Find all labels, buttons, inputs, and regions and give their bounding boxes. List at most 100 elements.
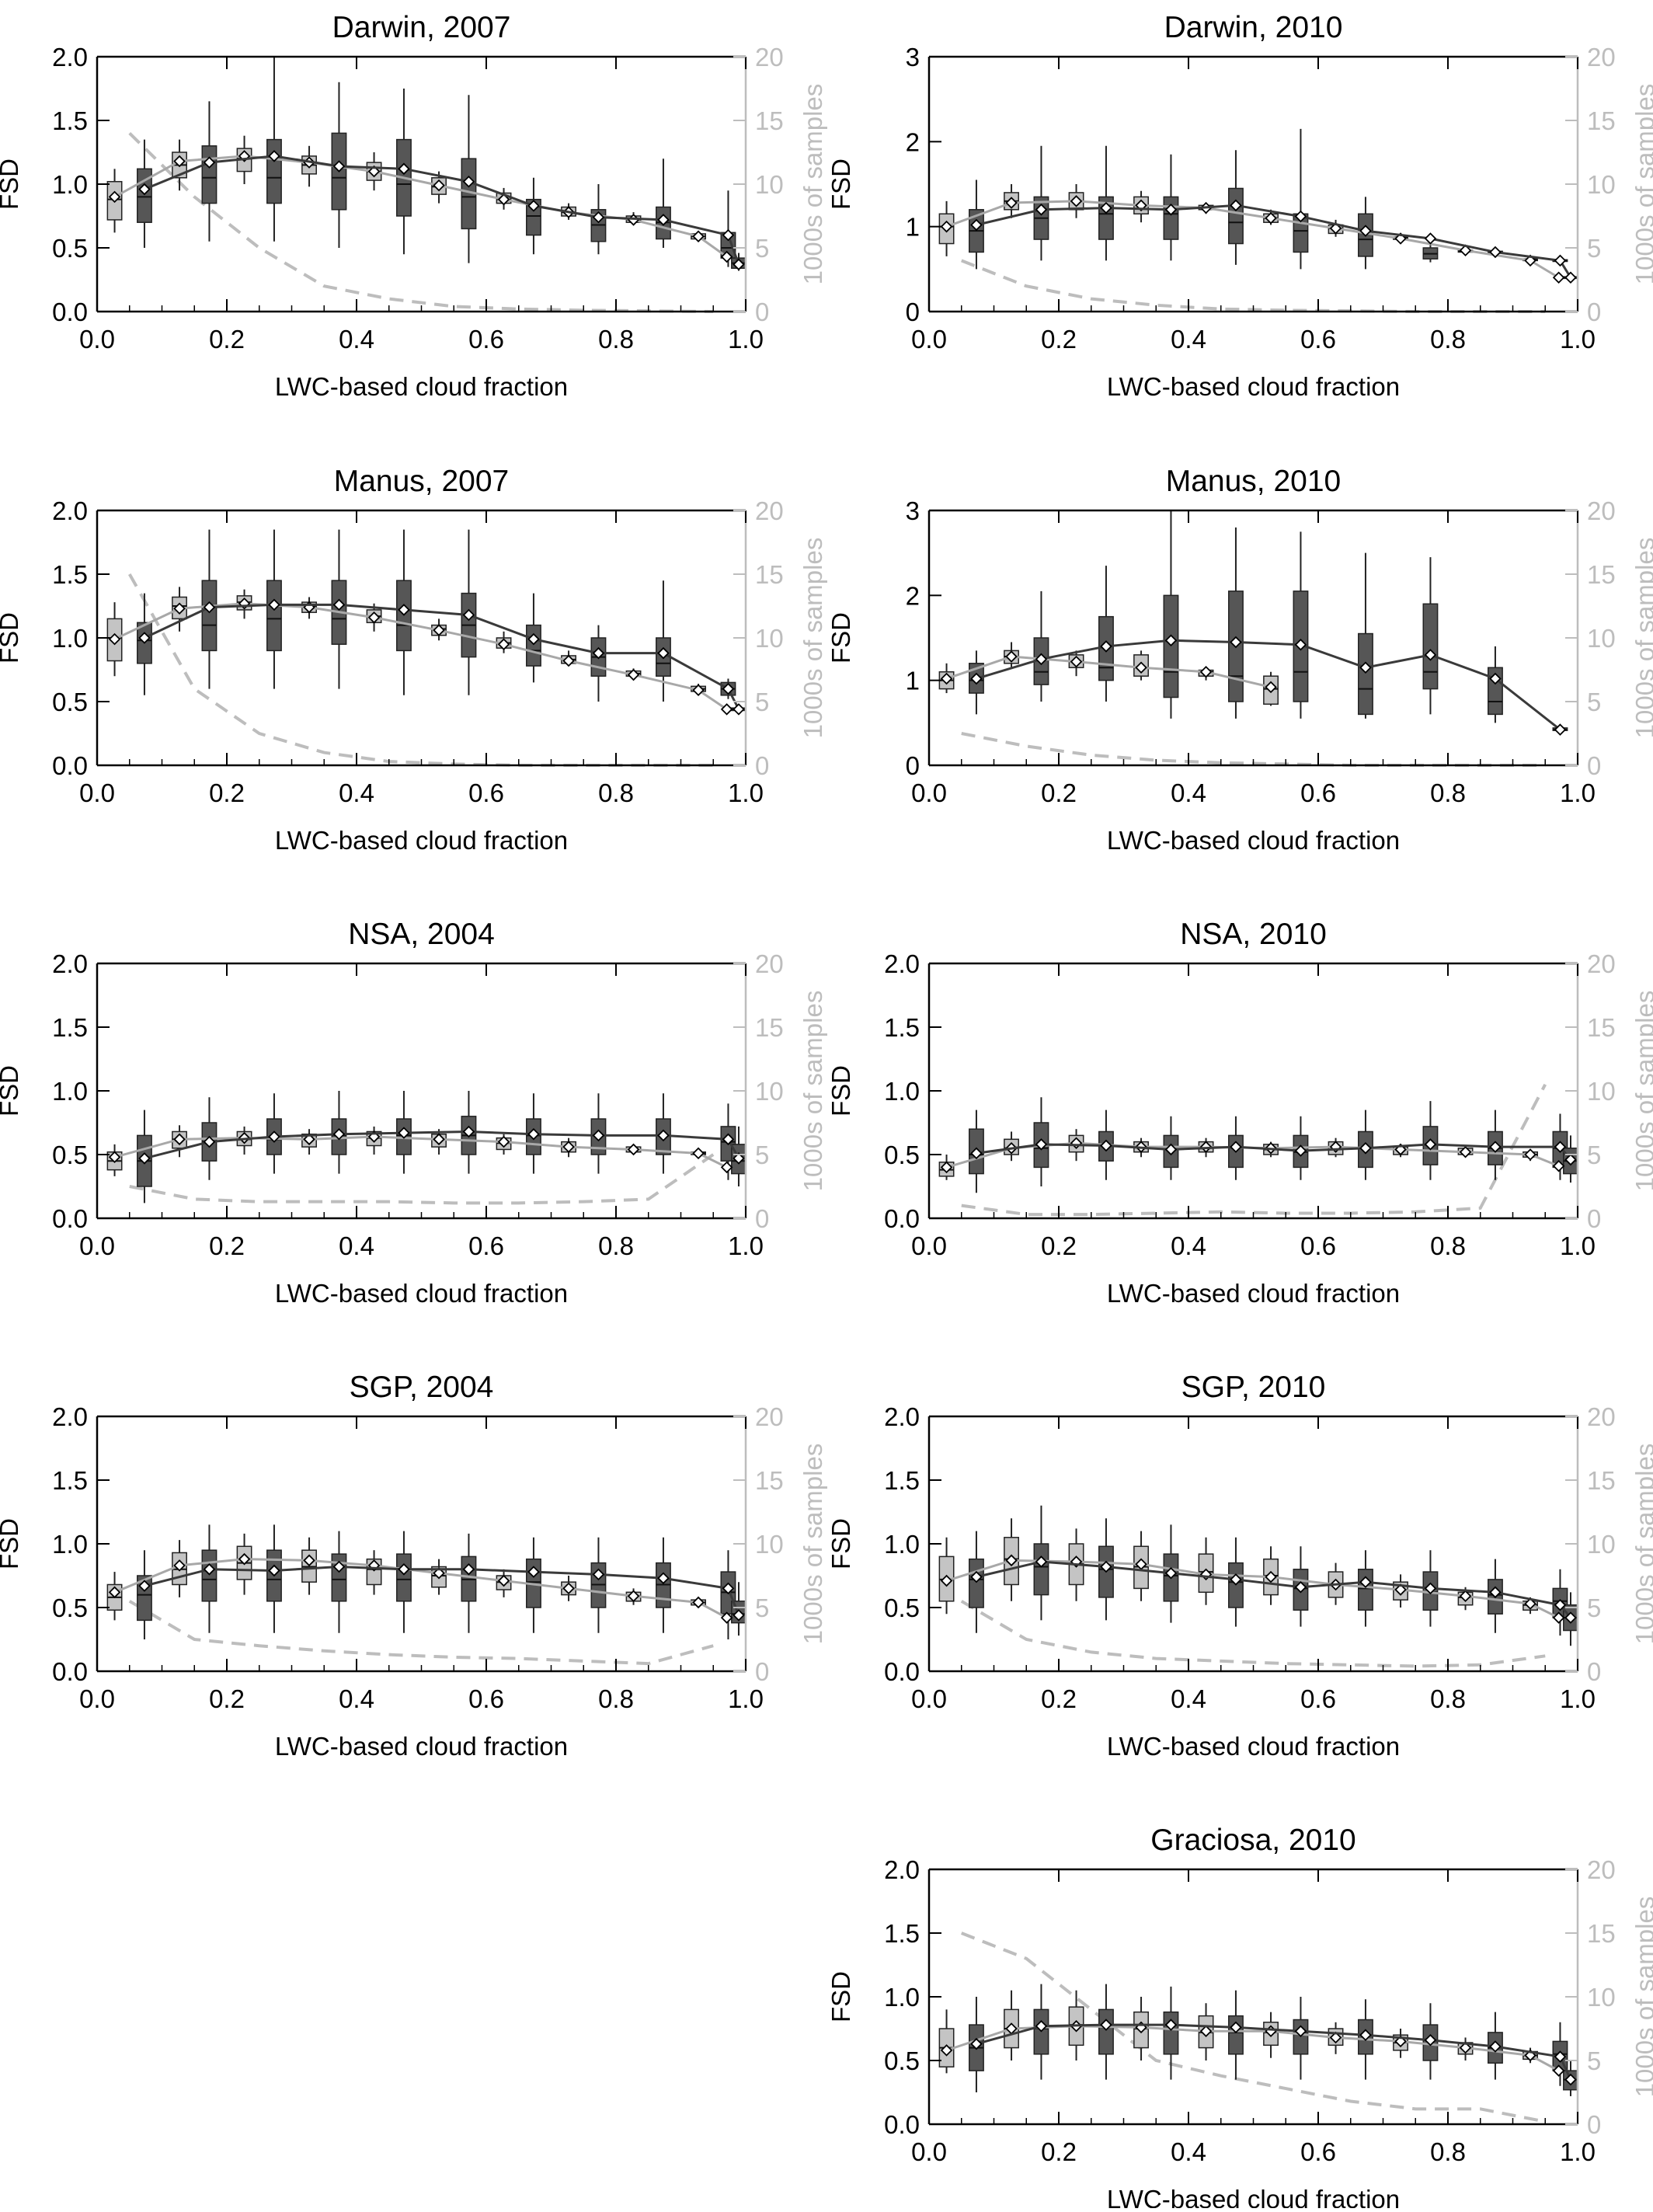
- y-axis-label: FSD: [826, 612, 855, 664]
- y2-tick-label: 10: [755, 1077, 784, 1106]
- dark-box: [1228, 1990, 1244, 2080]
- mean-marker: [1554, 1141, 1567, 1153]
- x-tick-label: 0.6: [468, 325, 504, 354]
- mean-marker: [1552, 1159, 1565, 1172]
- y-axis-label: FSD: [0, 158, 23, 210]
- y-tick-label: 2: [906, 581, 920, 610]
- dark-box: [656, 1537, 671, 1633]
- mean-marker: [238, 1552, 251, 1566]
- mean-marker: [970, 1147, 983, 1160]
- mean-marker: [562, 1582, 575, 1595]
- mean-marker: [720, 250, 733, 263]
- x-tick-label: 0.2: [1041, 325, 1077, 354]
- y2-tick-label: 20: [1587, 496, 1616, 525]
- y2-tick-label: 5: [755, 234, 769, 263]
- x-tick-label: 0.2: [1041, 2137, 1077, 2166]
- box-iqr: [1033, 1543, 1049, 1596]
- samples-curve: [128, 1600, 714, 1666]
- chart-title: Graciosa, 2010: [1150, 1824, 1356, 1857]
- x-tick-label: 0.8: [1430, 1231, 1466, 1260]
- dark-box: [201, 101, 218, 242]
- y-tick-label: 0.5: [52, 234, 88, 263]
- mean-marker: [462, 175, 475, 188]
- y2-tick-label: 15: [755, 1466, 784, 1495]
- dark-box: [1033, 590, 1049, 702]
- dark-mean-line: [144, 603, 740, 710]
- mean-marker: [1230, 636, 1242, 649]
- y2-tick-label: 5: [1587, 234, 1601, 263]
- x-tick-label: 0.4: [1171, 2137, 1206, 2166]
- dark-box: [526, 177, 541, 255]
- x-tick-label: 0.6: [468, 1231, 504, 1260]
- x-tick-label: 1.0: [728, 1231, 764, 1260]
- y-tick-label: 2.0: [884, 1855, 920, 1884]
- mean-marker: [398, 1563, 410, 1576]
- mean-marker: [1424, 1582, 1437, 1595]
- dark-box: [201, 1524, 218, 1633]
- box-iqr: [1163, 196, 1179, 240]
- chart-panel-6: NSA, 2010 0.0 0.2 0.4 0.6 0.8 1.0 0.0 0.5 1.0 1.5 2…: [826, 918, 1653, 1308]
- y-tick-label: 1.5: [52, 560, 88, 589]
- mean-marker: [1164, 2019, 1178, 2031]
- mean-marker: [692, 1596, 705, 1609]
- mean-marker: [1459, 1145, 1472, 1158]
- y2-tick-label: 5: [755, 1594, 769, 1622]
- mean-marker: [692, 230, 705, 243]
- mean-marker: [173, 1133, 186, 1146]
- mean-marker: [1524, 1148, 1536, 1161]
- box-iqr: [266, 580, 282, 652]
- mean-marker: [462, 1563, 475, 1576]
- x-tick-label: 0.0: [911, 1684, 947, 1713]
- x-tick-label: 0.6: [1300, 1231, 1336, 1260]
- samples-curve: [128, 573, 714, 767]
- mean-marker: [527, 1127, 540, 1141]
- mean-marker: [970, 672, 983, 685]
- mean-marker: [497, 1135, 510, 1148]
- y2-tick-label: 10: [1587, 1530, 1616, 1559]
- x-tick-label: 0.8: [1430, 325, 1466, 354]
- y-tick-label: 1.0: [52, 1530, 88, 1559]
- y-axis-label: FSD: [826, 1971, 855, 2022]
- x-tick-label: 0.4: [339, 1231, 374, 1260]
- mean-marker: [1265, 1570, 1277, 1583]
- y-tick-label: 0.0: [884, 1204, 920, 1233]
- samples-curve: [128, 131, 714, 313]
- y-tick-label: 0.0: [52, 298, 88, 326]
- box-iqr: [1098, 2008, 1114, 2055]
- mean-marker: [138, 632, 151, 644]
- mean-marker: [332, 1127, 346, 1141]
- y2-tick-label: 20: [1587, 1855, 1616, 1884]
- mean-marker: [657, 646, 670, 660]
- mean-marker: [970, 1570, 983, 1583]
- x-tick-label: 0.2: [209, 1684, 245, 1713]
- x-axis-label: LWC-based cloud fraction: [275, 1732, 568, 1761]
- y-tick-label: 1.5: [884, 1466, 920, 1495]
- box-iqr: [201, 580, 218, 652]
- mean-marker: [138, 183, 151, 196]
- x-axis-label: LWC-based cloud fraction: [1107, 1732, 1400, 1761]
- mean-marker: [303, 1133, 315, 1146]
- mean-marker: [970, 2037, 983, 2050]
- mean-marker: [1035, 204, 1048, 216]
- mean-marker: [1489, 2040, 1502, 2053]
- light-mean-line: [946, 655, 1272, 688]
- mean-marker: [433, 179, 445, 192]
- mean-marker: [497, 638, 510, 650]
- y-tick-label: 1.5: [52, 1013, 88, 1042]
- mean-marker: [592, 1568, 605, 1581]
- mean-marker: [1359, 225, 1372, 237]
- mean-marker: [720, 1611, 733, 1624]
- y-tick-label: 0.5: [884, 1141, 920, 1169]
- y2-tick-label: 5: [755, 1141, 769, 1169]
- box-iqr: [1358, 632, 1373, 716]
- dark-box: [590, 1537, 607, 1633]
- y2-tick-label: 5: [1587, 1141, 1601, 1169]
- x-tick-label: 0.2: [1041, 1684, 1077, 1713]
- mean-marker: [1100, 2019, 1112, 2031]
- y2-axis-label: 1000s of samples: [1630, 991, 1653, 1192]
- mean-marker: [1459, 2041, 1472, 2054]
- x-tick-label: 0.6: [468, 779, 504, 807]
- chart-title: Darwin, 2007: [332, 11, 511, 44]
- y2-tick-label: 10: [755, 170, 784, 199]
